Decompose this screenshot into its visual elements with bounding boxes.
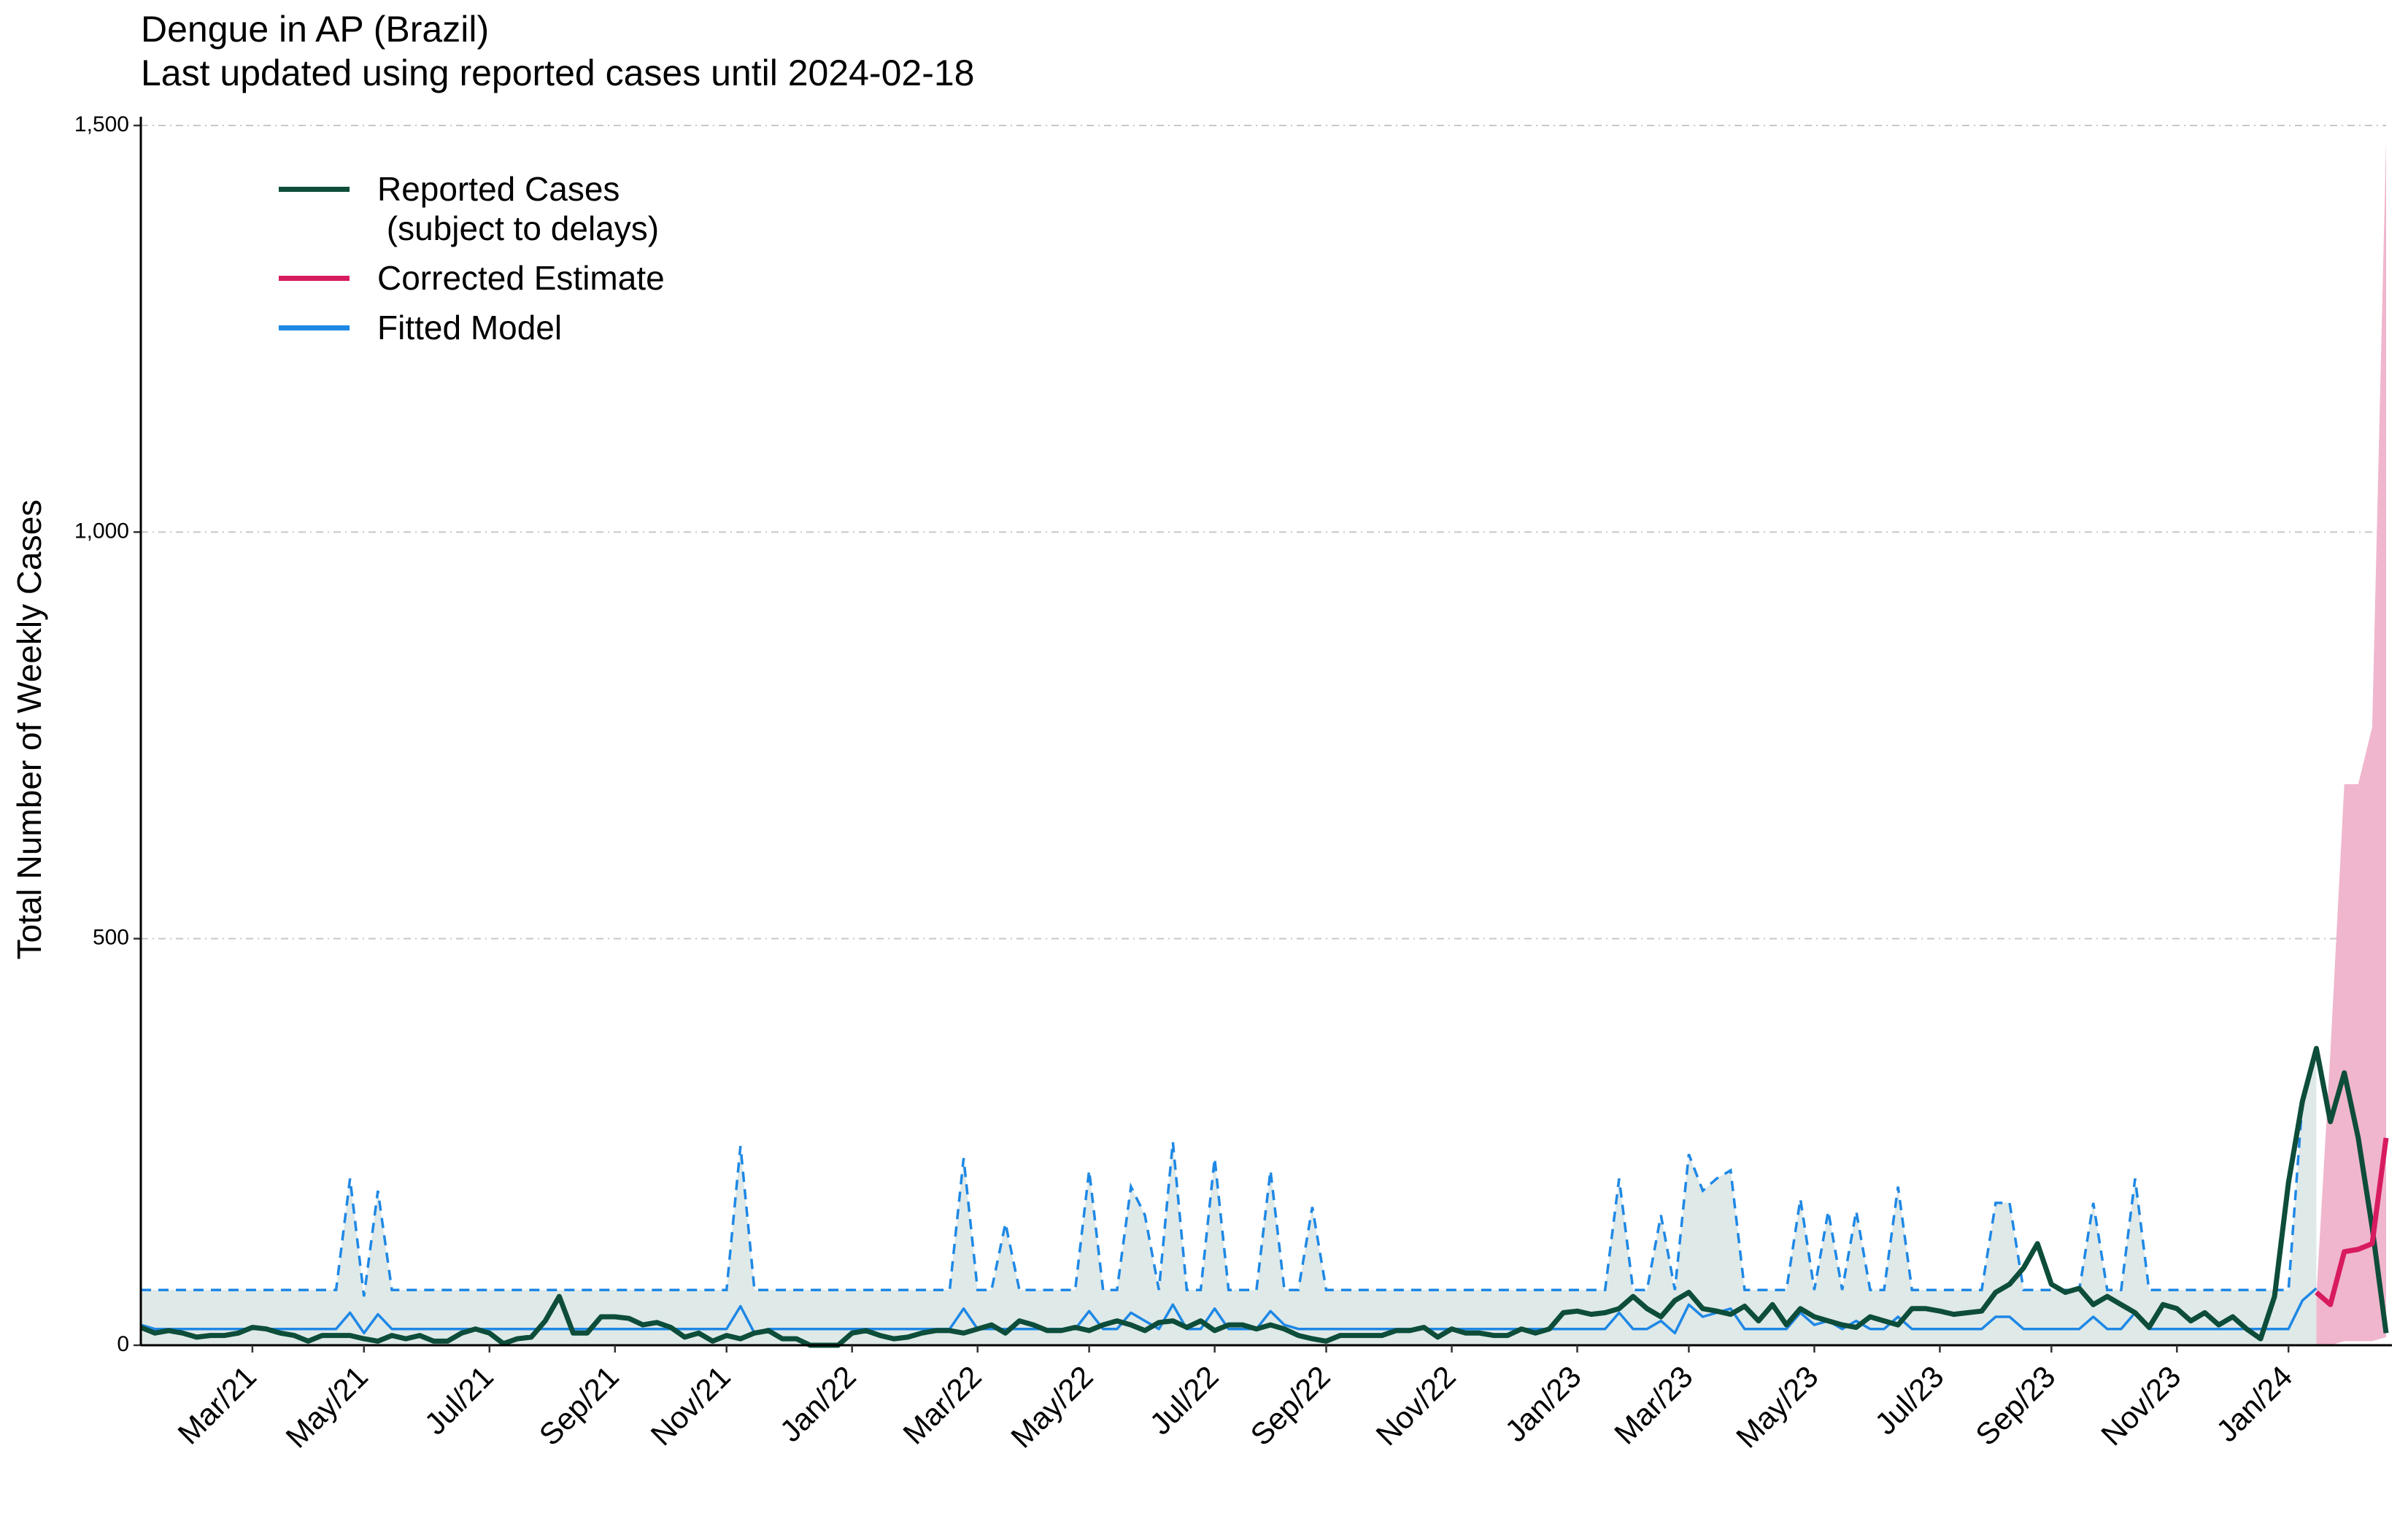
legend-item: Corrected Estimate xyxy=(279,258,665,298)
x-tick-label: Jan/22 xyxy=(773,1359,863,1448)
legend-swatch xyxy=(279,276,350,281)
x-tick-label: May/23 xyxy=(1729,1359,1825,1455)
x-tick-label: Nov/22 xyxy=(1369,1359,1462,1452)
x-tick-label: May/21 xyxy=(279,1359,374,1455)
chart-title: Dengue in AP (Brazil) xyxy=(141,9,489,50)
legend-item: Fitted Model xyxy=(279,308,665,347)
y-tick-label: 1,000 xyxy=(74,519,129,543)
legend-label: Reported Cases (subject to delays) xyxy=(377,170,660,247)
x-tick-label: Jul/22 xyxy=(1143,1359,1224,1441)
x-tick-label: Sep/21 xyxy=(533,1359,625,1452)
interval-band xyxy=(2316,142,2386,1345)
x-tick-label: Mar/23 xyxy=(1608,1359,1699,1451)
series-line xyxy=(2315,1137,2389,1307)
x-tick-label: Sep/22 xyxy=(1243,1359,1336,1452)
x-tick-label: Sep/23 xyxy=(1969,1359,2061,1452)
legend-label: Corrected Estimate xyxy=(377,259,665,297)
x-tick-label: Jul/23 xyxy=(1868,1359,1950,1441)
x-tick-label: Mar/21 xyxy=(171,1359,263,1451)
y-tick-label: 500 xyxy=(93,926,129,950)
legend-swatch xyxy=(279,187,350,192)
x-tick-label: Nov/23 xyxy=(2094,1359,2187,1452)
upper-bound-line xyxy=(141,1048,2318,1297)
x-tick-label: Jul/21 xyxy=(418,1359,500,1441)
legend-item: Reported Cases (subject to delays) xyxy=(279,169,665,248)
x-tick-label: Nov/21 xyxy=(644,1359,737,1452)
legend-label: Fitted Model xyxy=(377,309,563,347)
y-tick-label: 1,500 xyxy=(74,112,129,136)
interval-band xyxy=(141,1048,2317,1345)
series-line xyxy=(139,1045,2389,1348)
x-tick-label: Jan/24 xyxy=(2210,1359,2299,1448)
x-tick-label: May/22 xyxy=(1004,1359,1100,1455)
legend: Reported Cases (subject to delays) Correc… xyxy=(279,169,665,357)
y-axis-label: Total Number of Weekly Cases xyxy=(10,500,48,960)
chart-subtitle: Last updated using reported cases until … xyxy=(141,53,974,93)
series-line xyxy=(140,1287,2318,1335)
x-tick-label: Mar/22 xyxy=(896,1359,988,1451)
x-tick-label: Jan/23 xyxy=(1498,1359,1587,1448)
legend-swatch xyxy=(279,325,350,330)
y-tick-label: 0 xyxy=(117,1332,129,1356)
